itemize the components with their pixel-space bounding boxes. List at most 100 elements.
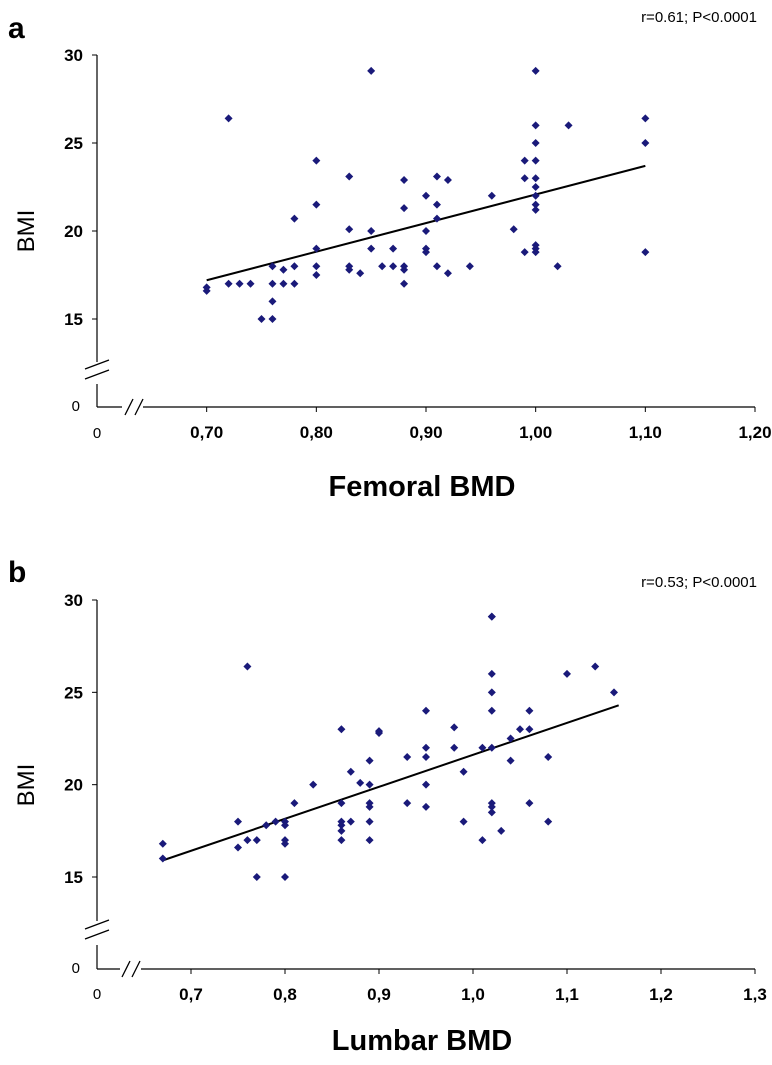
panel-a-y-axis-break <box>84 359 110 380</box>
panel-b-x-axis-break <box>121 960 141 978</box>
panel-b-data-point <box>497 826 506 835</box>
panel-a-data-point <box>400 204 409 213</box>
panel-b-trendline-group <box>162 704 620 862</box>
panel-b-x-tick-label: 0,8 <box>273 985 297 1004</box>
panel-a-data-point <box>531 183 540 191</box>
panel-a-data-point <box>268 279 277 288</box>
panel-a-data-point <box>641 114 650 123</box>
panel-a-data-point <box>564 121 573 130</box>
panel-b-data-point <box>252 836 261 845</box>
panel-b-data-point <box>337 799 346 808</box>
panel-b-data-point <box>525 799 534 808</box>
panel-a-letter: a <box>8 12 25 45</box>
panel-b-y-tick-label: 20 <box>64 776 83 795</box>
panel-b-data-point <box>290 799 299 808</box>
panel-b-data-point <box>487 808 496 817</box>
panel-b-data-point <box>563 669 571 678</box>
panel-b-data-point <box>365 802 374 811</box>
panel-b-y-tick-label: 15 <box>64 868 83 887</box>
panel-a-data-point <box>400 265 409 274</box>
panel-b-data-point <box>506 734 515 743</box>
panel-b-lumbar-chart: b r=0.53; P<0.0001 BMI Lumbar BMD 0 0 15… <box>8 556 767 1057</box>
panel-b-data-point <box>450 723 459 732</box>
panel-b-data-point <box>506 756 515 765</box>
panel-b-data-point <box>478 743 487 752</box>
panel-a-data-point <box>268 315 277 323</box>
panel-b-data-point <box>525 706 534 715</box>
panel-a-data-point <box>400 279 409 288</box>
panel-b-data-point <box>337 821 346 830</box>
panel-b-data-point <box>422 743 430 752</box>
panel-b-data-point <box>243 662 252 671</box>
panel-a-data-point <box>246 279 255 288</box>
panel-a-data-point <box>432 172 441 181</box>
panel-a-data-point <box>531 156 540 165</box>
panel-b-data-point <box>487 743 496 752</box>
panel-b-data-point <box>365 780 374 789</box>
panel-b-y-axis-break <box>84 919 110 940</box>
panel-a-y-tick-label: 25 <box>64 134 83 153</box>
panel-a-correlation-annotation: r=0.61; P<0.0001 <box>641 9 757 26</box>
panel-b-data-point <box>309 780 318 789</box>
panel-a-y-zero-label: 0 <box>72 398 80 415</box>
panel-b-x-tick-label: 0,9 <box>367 985 391 1004</box>
panel-a-y-axis-label: BMI <box>13 210 40 253</box>
panel-a-data-point <box>520 174 529 183</box>
panel-b-data-point <box>422 752 430 761</box>
panel-b-letter: b <box>8 556 26 589</box>
panel-b-axes <box>84 600 755 978</box>
panel-b-y-ticks: 15 20 25 30 <box>64 591 97 887</box>
panel-b-y-tick-label: 25 <box>64 683 83 702</box>
panel-a-data-point <box>422 191 430 200</box>
panel-b-x-tick-label: 1,0 <box>461 985 485 1004</box>
panel-b-data-point <box>252 873 261 881</box>
panel-b-data-point <box>459 817 468 826</box>
panel-a-data-point <box>641 248 650 257</box>
panel-a-x-ticks: 0,70 0,80 0,90 1,00 1,10 1,20 <box>190 407 772 442</box>
panel-b-data-point <box>346 817 355 826</box>
panel-a-data-point <box>345 172 354 181</box>
panel-a-data-point <box>432 262 441 271</box>
panel-b-data-point <box>450 743 459 752</box>
panel-a-data-point <box>531 248 540 257</box>
panel-b-data-point <box>234 843 242 852</box>
panel-a-y-ticks: 15 20 25 30 <box>64 46 97 329</box>
panel-a-data-point <box>224 279 233 288</box>
panel-a-data-point <box>487 191 496 200</box>
panel-a-data-point <box>312 200 321 209</box>
panel-a-data-point <box>432 200 441 209</box>
panel-a-data-point <box>443 269 452 278</box>
panel-a-data-point <box>389 262 398 271</box>
panel-a-y-tick-label: 15 <box>64 310 83 329</box>
panel-a-y-tick-label: 20 <box>64 222 83 241</box>
panel-a-x-tick-label: 0,70 <box>190 423 223 442</box>
panel-b-data-point <box>403 799 412 808</box>
panel-b-data-point <box>365 756 374 765</box>
panel-a-data-point <box>356 269 365 278</box>
panel-a-data-point <box>367 227 376 235</box>
panel-b-trendline <box>162 704 620 862</box>
panel-a-data-point <box>641 139 650 147</box>
panel-b-data-point <box>459 767 468 776</box>
panel-b-data-point <box>158 839 167 848</box>
panel-b-data-point <box>281 821 289 830</box>
panel-a-data-point <box>465 262 474 271</box>
panel-b-data-point <box>487 706 496 715</box>
panel-b-data-point <box>591 662 600 671</box>
panel-b-x-tick-label: 1,1 <box>555 985 579 1004</box>
panel-b-data-point <box>487 612 496 621</box>
panel-b-data-point <box>281 839 289 848</box>
panel-a-data-point <box>531 139 540 147</box>
panel-a-data-point <box>531 205 540 214</box>
panel-b-data-point <box>375 728 383 737</box>
panel-a-data-point <box>520 156 529 165</box>
panel-a-data-point <box>422 248 430 257</box>
panel-b-data-point <box>487 802 496 811</box>
panel-a-data-point <box>312 156 321 165</box>
panel-b-data-point <box>487 669 496 678</box>
panel-a-data-point <box>224 114 233 123</box>
panel-a-data-point <box>345 265 354 274</box>
panel-a-data-point <box>312 262 321 271</box>
panel-b-data-point <box>544 817 553 826</box>
